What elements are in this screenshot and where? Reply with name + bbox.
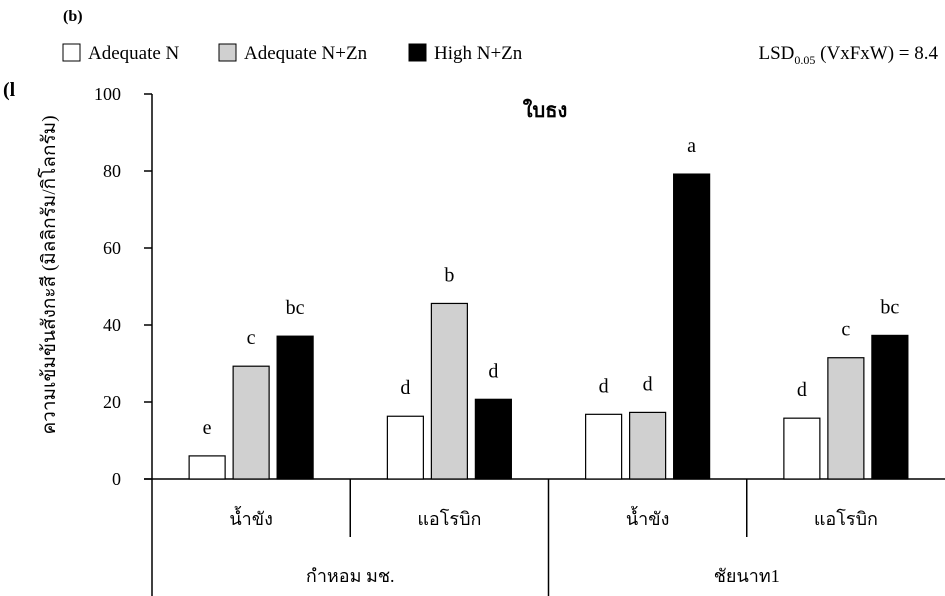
y-tick-label: 80 (103, 161, 121, 181)
lsd-suffix: (VxFxW) = 8.4 (815, 43, 938, 64)
significance-letter: d (400, 377, 410, 399)
bar (232, 365, 270, 480)
significance-letter: d (643, 373, 653, 395)
y-axis-label: ความเข้มข้นสังกะสี (มิลลิกรัม/กิโลกรัม) (37, 115, 60, 434)
bar (673, 173, 711, 480)
group-label: ชัยนาท1 (714, 566, 780, 586)
lsd-prefix: LSD (759, 43, 795, 64)
significance-letter: bc (286, 297, 305, 319)
category-label: แอโรบิก (417, 508, 481, 529)
legend-label-adequate-n-zn: Adequate N+Zn (244, 43, 368, 64)
bar (629, 411, 667, 480)
bar (188, 455, 226, 480)
bar (783, 417, 821, 480)
legend-label-high-n-zn: High N+Zn (434, 43, 523, 64)
panel-label: (b) (63, 8, 83, 25)
significance-letter: e (203, 417, 212, 439)
significance-letter: c (841, 319, 850, 341)
bar (386, 415, 424, 480)
legend-swatch-high-n-zn (408, 43, 427, 62)
significance-letter: b (444, 264, 454, 286)
y-tick-label: 100 (94, 84, 121, 104)
lsd-subscript: 0.05 (794, 53, 815, 67)
legend-swatch-adequate-n (62, 43, 81, 62)
bar (585, 413, 623, 480)
significance-letter: a (687, 135, 696, 157)
significance-letter: d (599, 375, 609, 397)
group-label: กำหอม มช. (306, 566, 395, 586)
significance-letter: d (488, 360, 498, 382)
chart-title: ใบธง (523, 98, 567, 122)
y-tick-label: 20 (103, 392, 121, 412)
y-tick-label: 40 (103, 315, 121, 335)
stray-label: (l (3, 79, 16, 101)
y-tick-label: 0 (112, 469, 121, 489)
significance-letter: d (797, 379, 807, 401)
bar (276, 335, 314, 480)
x-axis-labels: น้ำขัง แอโรบิก น้ำขัง แอโรบิกกำหอม มช. ชัยนา… (229, 506, 878, 586)
category-label: น้ำขัง (626, 506, 670, 529)
bar (474, 398, 512, 480)
legend: Adequate N Adequate N+Zn High N+Zn (62, 43, 523, 64)
significance-letters: e d d d c b d c bc d a bc (203, 135, 900, 439)
bars (188, 173, 909, 480)
bar (827, 357, 865, 480)
legend-label-adequate-n: Adequate N (88, 43, 180, 64)
bar (430, 302, 468, 480)
bar (871, 334, 909, 480)
significance-letter: bc (880, 296, 899, 318)
significance-letter: c (247, 327, 256, 349)
lsd-annotation: LSD0.05 (VxFxW) = 8.4 (759, 43, 939, 67)
legend-swatch-adequate-n-zn (218, 43, 237, 62)
y-tick-label: 60 (103, 238, 121, 258)
category-label: น้ำขัง (229, 506, 273, 529)
category-label: แอโรบิก (814, 508, 878, 529)
